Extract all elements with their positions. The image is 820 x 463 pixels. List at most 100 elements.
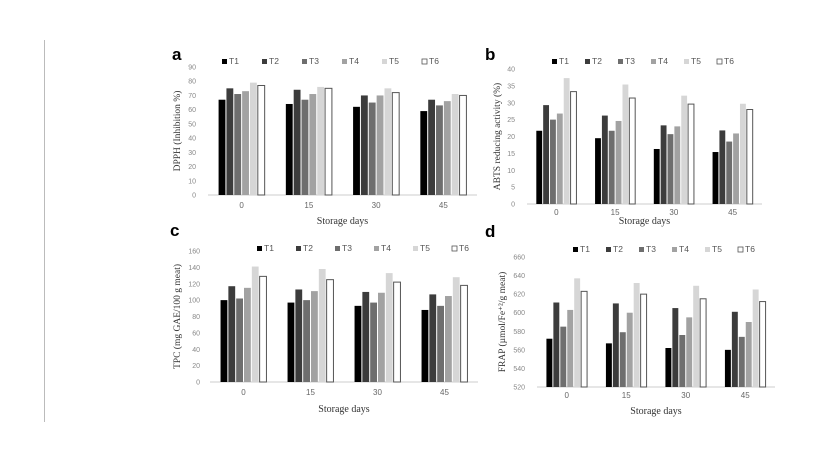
x-tick-label: 45 [728,208,737,217]
y-tick-label: 35 [507,83,515,90]
y-tick-label: 10 [507,168,515,175]
y-tick-label: 640 [513,273,525,280]
bar-t6-day-30 [391,92,400,196]
bar-t4-day-45 [733,133,739,204]
y-tick-label: 120 [188,281,200,288]
bar-t6-day-0 [259,275,267,383]
x-tick-label: 0 [554,208,559,217]
bar-t6-day-0 [580,290,588,388]
x-tick-label: 15 [304,201,313,210]
y-tick-label: 15 [507,151,515,158]
bar-t3-day-0 [560,326,567,387]
y-tick-label: 40 [507,67,515,74]
bar-t3-day-30 [368,102,376,195]
bar-t4-day-45 [745,322,752,387]
legend-swatch-t3 [639,247,644,252]
chart-panel-b: b 0 5 10 15 20 25 30 35 40 ABTS reducing activity … [485,45,762,227]
y-tick-label: 20 [188,164,196,171]
bar-t2-day-0 [553,302,560,387]
bar-t4-day-30 [674,126,681,204]
bar-t6-day-45 [746,109,754,205]
bar-t2-day-0 [228,286,236,382]
bar-t1-day-15 [605,343,612,387]
legend-swatch-t5 [382,59,387,64]
legend-label-t4: T4 [349,56,359,66]
bar-t1-day-45 [421,309,429,382]
x-axis-title: Storage days [630,406,681,417]
bar-t2-day-15 [293,89,301,195]
y-tick-label: 30 [507,100,515,107]
legend-swatch-t2 [296,246,301,251]
y-tick-label: 20 [192,363,200,370]
legend-label-t1: T1 [559,56,569,66]
bar-t2-day-45 [429,294,437,382]
panel-label: d [485,222,495,241]
legend-swatch-t2 [585,59,590,64]
y-tick-label: 540 [513,366,525,373]
bar-t1-day-30 [354,305,362,382]
bar-t3-day-45 [726,141,733,204]
bar-t4-day-0 [567,309,574,387]
bar-t2-day-15 [612,303,619,387]
bar-t2-day-15 [601,115,608,204]
bar-t2-day-30 [360,95,368,195]
x-tick-label: 45 [440,388,449,397]
bar-t3-day-15 [301,99,309,195]
bar-t2-day-45 [731,311,738,387]
y-tick-label: 20 [507,134,515,141]
legend-swatch-t3 [618,59,623,64]
y-tick-label: 160 [188,249,200,256]
y-axis-title: TPC (mg GAE/100 g meat) [172,264,183,369]
bar-t6-day-0 [257,84,266,196]
bar-t4-day-15 [615,120,622,204]
bar-t1-day-30 [653,148,660,204]
legend-label-t6: T6 [724,56,734,66]
legend-label-t3: T3 [309,56,319,66]
bar-t1-day-15 [287,302,295,382]
bar-t2-day-0 [543,105,550,204]
bar-t5-day-15 [318,269,326,382]
y-tick-label: 620 [513,292,525,299]
legend-label-t5: T5 [389,56,399,66]
x-tick-label: 0 [241,388,246,397]
legend-label-t5: T5 [712,244,722,254]
x-tick-label: 30 [669,208,678,217]
page-divider-line [44,40,45,422]
x-tick-label: 45 [741,391,750,400]
bar-t5-day-45 [451,94,459,195]
bar-t3-day-45 [738,336,745,387]
legend-label-t3: T3 [625,56,635,66]
bar-t4-day-30 [378,292,385,382]
y-tick-label: 80 [192,314,200,321]
legend-label-t2: T2 [592,56,602,66]
legend-label-t2: T2 [269,56,279,66]
chart-panel-a: a 0 10 20 30 40 50 60 70 80 90 DPPH (Inhibition %) S… [172,45,477,227]
y-tick-label: 60 [192,330,200,337]
legend-swatch-t1 [222,59,227,64]
bar-t4-day-30 [686,317,693,387]
legend-label-t6: T6 [459,243,469,253]
bar-t1-day-0 [218,99,226,195]
y-axis-title: ABTS reducing activity (%) [492,83,503,190]
bar-t2-day-15 [295,289,303,382]
legend-swatch-t6 [451,245,458,252]
bar-t1-day-30 [665,348,672,387]
legend-swatch-t5 [413,246,418,251]
bar-t4-day-15 [309,94,317,195]
x-tick-label: 45 [439,201,448,210]
bar-t5-day-15 [317,86,325,195]
y-tick-label: 10 [188,178,196,185]
y-tick-label: 50 [188,121,196,128]
bar-t5-day-45 [452,277,460,382]
x-axis-title: Storage days [619,216,670,227]
y-tick-label: 70 [188,93,196,100]
y-tick-label: 30 [188,150,196,157]
bar-t5-day-30 [693,285,700,387]
legend-swatch-t6 [737,246,744,253]
legend-label-t2: T2 [303,243,313,253]
x-tick-label: 30 [373,388,382,397]
bar-t2-day-45 [719,130,726,204]
bar-t6-day-15 [324,87,333,196]
x-tick-label: 30 [681,391,690,400]
bar-t5-day-45 [739,103,746,204]
